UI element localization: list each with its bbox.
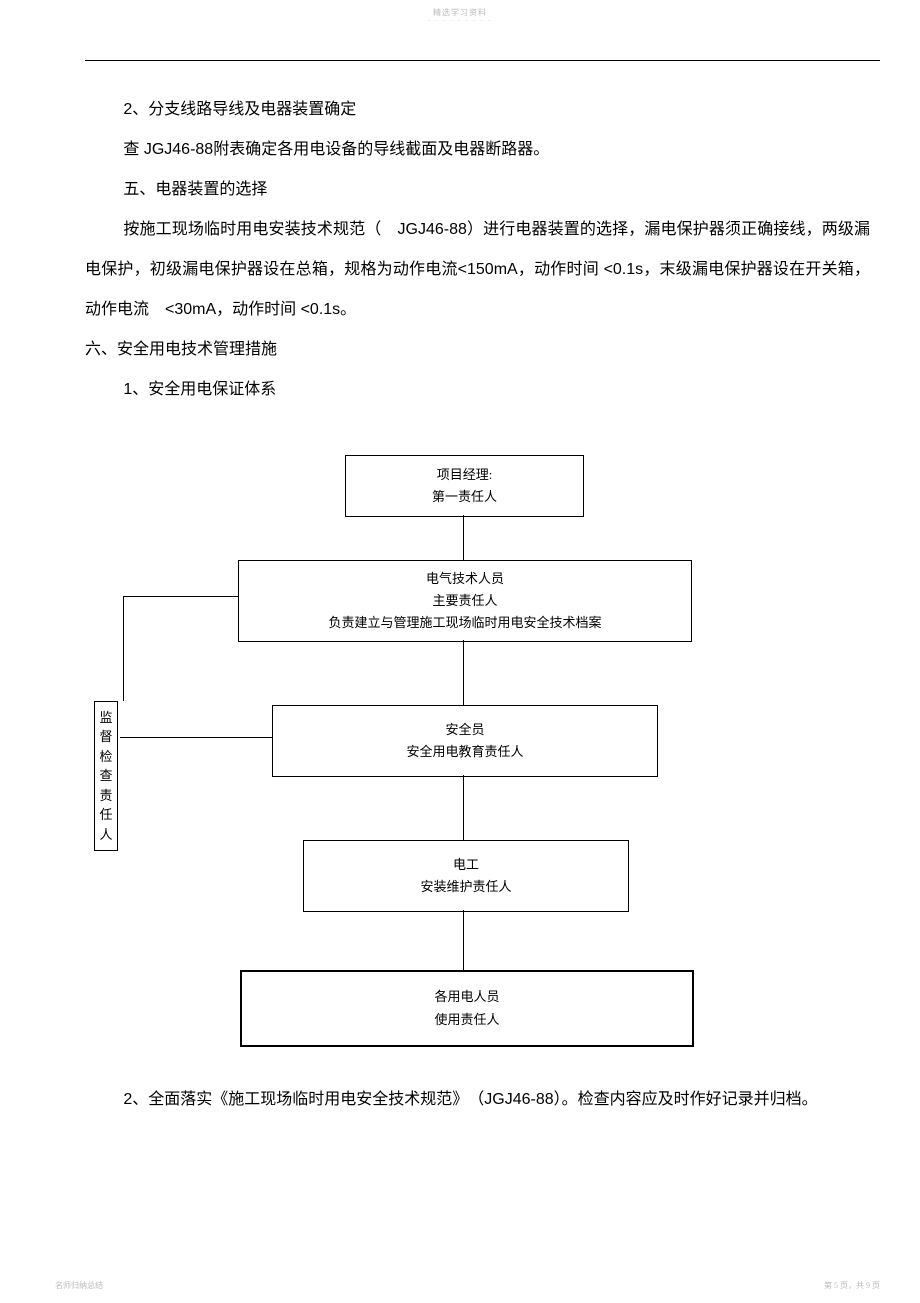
- connector-line: [463, 640, 464, 705]
- footer-right: 第 5 页，共 9 页: [824, 1280, 880, 1291]
- node-users: 各用电人员 使用责任人: [240, 970, 694, 1047]
- node-project-manager: 项目经理: 第一责任人: [345, 455, 584, 517]
- node-label: 安全用电教育责任人: [406, 741, 523, 763]
- node-label-char: 责: [99, 786, 112, 806]
- node-label-char: 查: [99, 766, 112, 786]
- page: 精选学习资料 - - - - - - - - - 2、分支线路导线及电器装置确定…: [0, 0, 920, 1303]
- header-dashes: - - - - - - - - -: [0, 18, 920, 24]
- para-jgj-lookup: 查 JGJ46-88附表确定各用电设备的导线截面及电器断路器。: [85, 130, 870, 170]
- node-label-char: 督: [99, 727, 112, 747]
- node-label-char: 人: [99, 825, 112, 845]
- org-chart: 项目经理: 第一责任人 电气技术人员 主要责任人 负责建立与管理施工现场临时用电…: [85, 455, 870, 1115]
- connector-line: [123, 596, 124, 701]
- node-label: 主要责任人: [432, 590, 497, 612]
- content-after-diagram: 2、全面落实《施工现场临时用电安全技术规范》 （JGJ46-88）。检查内容应及…: [85, 1080, 870, 1120]
- content-area: 2、分支线路导线及电器装置确定 查 JGJ46-88附表确定各用电设备的导线截面…: [85, 90, 870, 410]
- connector-line: [120, 737, 272, 738]
- node-label-char: 任: [99, 805, 112, 825]
- node-label: 安全员: [445, 719, 484, 741]
- node-electrical-tech: 电气技术人员 主要责任人 负责建立与管理施工现场临时用电安全技术档案: [238, 560, 692, 642]
- node-electrician: 电工 安装维护责任人: [303, 840, 629, 912]
- node-label: 项目经理:: [437, 464, 493, 486]
- connector-line: [463, 775, 464, 840]
- node-label-char: 监: [99, 708, 112, 728]
- connector-line: [123, 596, 238, 597]
- node-label: 各用电人员: [434, 986, 499, 1008]
- node-label: 使用责任人: [434, 1009, 499, 1031]
- para-implement-spec: 2、全面落实《施工现场临时用电安全技术规范》 （JGJ46-88）。检查内容应及…: [85, 1080, 870, 1120]
- horizontal-rule-top: [85, 60, 880, 61]
- node-safety-officer: 安全员 安全用电教育责任人: [272, 705, 658, 777]
- node-label: 电气技术人员: [426, 568, 504, 590]
- node-label: 电工: [453, 854, 479, 876]
- para-branch-wiring: 2、分支线路导线及电器装置确定: [85, 90, 870, 130]
- para-section5-title: 五、电器装置的选择: [85, 170, 870, 210]
- para-safety-system: 1、安全用电保证体系: [85, 370, 870, 410]
- node-label: 安装维护责任人: [420, 876, 511, 898]
- connector-line: [463, 910, 464, 970]
- footer-left: 名师归纳总结: [55, 1280, 103, 1291]
- para-device-selection: 按施工现场临时用电安装技术规范（ JGJ46-88）进行电器装置的选择，漏电保护…: [85, 210, 870, 330]
- node-label: 第一责任人: [432, 486, 497, 508]
- node-supervisor: 监 督 检 查 责 任 人: [94, 701, 118, 851]
- node-label-char: 检: [99, 747, 112, 767]
- connector-line: [463, 515, 464, 560]
- header-watermark: 精选学习资料: [0, 7, 920, 18]
- para-section6-title: 六、安全用电技术管理措施: [85, 330, 870, 370]
- node-label: 负责建立与管理施工现场临时用电安全技术档案: [328, 612, 601, 634]
